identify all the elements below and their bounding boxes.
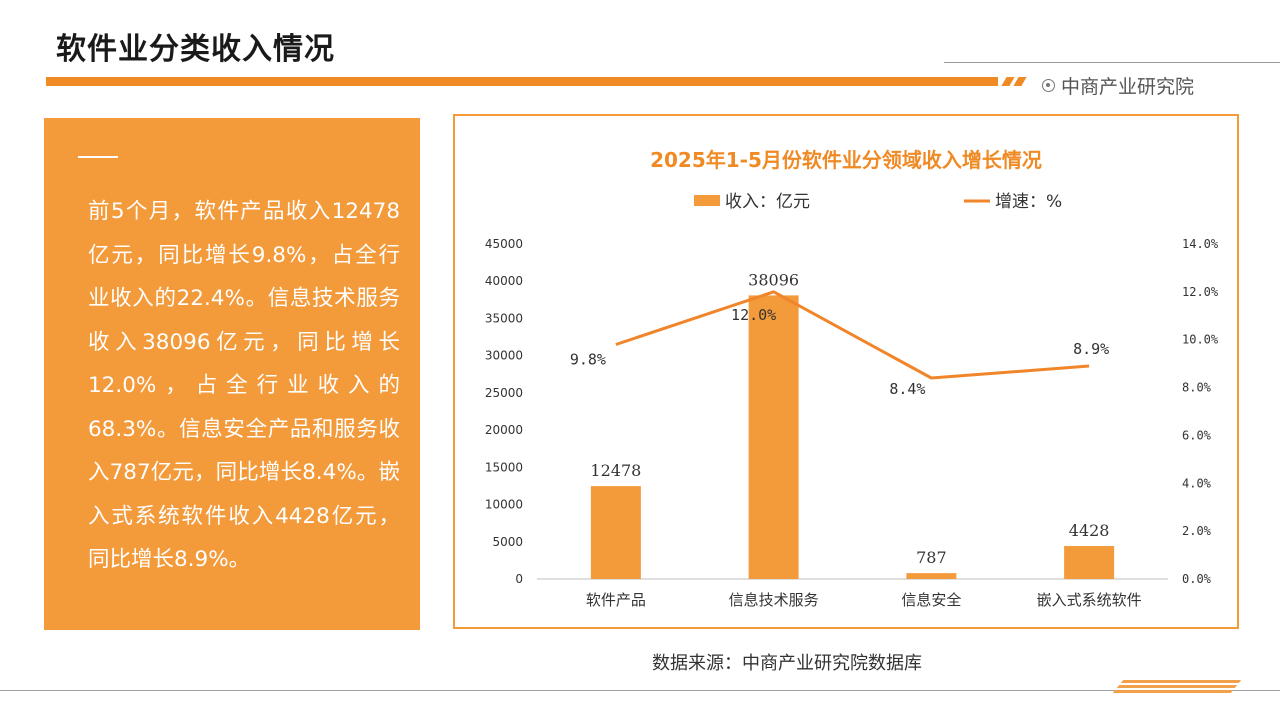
growth-line bbox=[615, 290, 1090, 380]
y-right-tick-label: 2.0% bbox=[1182, 524, 1212, 538]
line-data-label: 12.0% bbox=[731, 306, 776, 324]
brand-name: 中商产业研究院 bbox=[1061, 76, 1195, 98]
y-left-tick-label: 10000 bbox=[485, 498, 523, 512]
brand: 中商产业研究院 bbox=[1042, 72, 1194, 99]
legend-bar-swatch bbox=[694, 195, 720, 206]
y-right-tick-label: 8.0% bbox=[1182, 381, 1212, 395]
bar-1 bbox=[590, 486, 641, 579]
bar-data-label: 4428 bbox=[1069, 521, 1110, 540]
data-source: 数据来源：中商产业研究院数据库 bbox=[652, 653, 922, 674]
y-left-tick-label: 30000 bbox=[485, 349, 523, 363]
line-data-label: 9.8% bbox=[570, 351, 606, 369]
y-right-tick-label: 14.0% bbox=[1182, 237, 1219, 251]
y-left-tick-label: 45000 bbox=[485, 237, 523, 251]
x-category-label: 嵌入式系统软件 bbox=[1037, 591, 1142, 609]
bar-data-label: 787 bbox=[916, 548, 947, 567]
summary-text: 前5个月，软件产品收入12478亿元，同比增长9.8%，占全行业收入的22.4%… bbox=[88, 199, 400, 572]
y-right-tick-label: 6.0% bbox=[1182, 428, 1212, 442]
bar-data-label: 38096 bbox=[748, 270, 799, 289]
footer-stripes bbox=[1112, 680, 1242, 693]
legend-bar-label: 收入：亿元 bbox=[725, 192, 810, 212]
footer-line bbox=[0, 690, 1280, 691]
chart-title: 2025年1-5月份软件业分领域收入增长情况 bbox=[650, 148, 1042, 172]
y-right-tick-label: 10.0% bbox=[1182, 333, 1219, 347]
y-right-tick-label: 0.0% bbox=[1182, 572, 1212, 586]
x-category-label: 软件产品 bbox=[586, 591, 646, 609]
bar-4 bbox=[1064, 546, 1115, 579]
brand-logo-icon bbox=[1042, 79, 1055, 92]
y-left-tick-label: 25000 bbox=[485, 386, 523, 400]
y-left-tick-label: 5000 bbox=[492, 535, 523, 549]
chart-frame: 2025年1-5月份软件业分领域收入增长情况收入：亿元 增速：% 0 5000 1000… bbox=[453, 114, 1239, 629]
x-category-label: 信息安全 bbox=[901, 591, 961, 609]
legend-line-label: 增速：% bbox=[995, 192, 1062, 212]
panel-divider bbox=[78, 156, 118, 158]
bar-data-label: 12478 bbox=[590, 461, 641, 480]
y-left-tick-label: 20000 bbox=[485, 423, 523, 437]
y-left-tick-label: 15000 bbox=[485, 460, 523, 474]
header-thin-line bbox=[944, 62, 1280, 63]
page-title: 软件业分类收入情况 bbox=[56, 32, 335, 67]
summary-panel: 前5个月，软件产品收入12478亿元，同比增长9.8%，占全行业收入的22.4%… bbox=[44, 118, 420, 630]
header-stripes bbox=[1000, 77, 1032, 86]
bar-3 bbox=[906, 573, 957, 579]
line-data-label: 8.4% bbox=[889, 380, 925, 398]
y-left-tick-label: 35000 bbox=[485, 311, 523, 325]
line-data-label: 8.9% bbox=[1073, 340, 1109, 358]
y-right-tick-label: 12.0% bbox=[1182, 285, 1219, 299]
bar-2 bbox=[748, 295, 799, 579]
y-left-tick-label: 0 bbox=[515, 572, 523, 586]
header-accent-bar bbox=[46, 77, 998, 86]
y-right-tick-label: 4.0% bbox=[1182, 476, 1212, 490]
x-category-label: 信息技术服务 bbox=[729, 591, 819, 609]
y-left-tick-label: 40000 bbox=[485, 274, 523, 288]
